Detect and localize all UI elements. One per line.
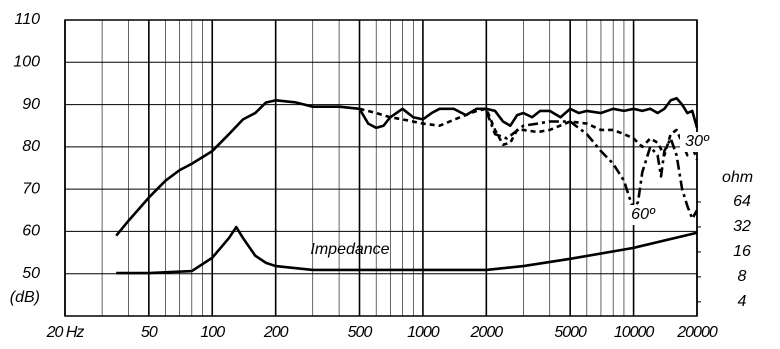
x-tick-label: 10000 bbox=[614, 324, 655, 341]
y-tick-label: 90 bbox=[22, 96, 40, 113]
x-tick-label: 500 bbox=[348, 324, 373, 341]
y-tick-label: 50 bbox=[22, 265, 40, 282]
x-tick-label: 20 Hz bbox=[46, 324, 85, 341]
series-line bbox=[116, 225, 698, 275]
y2-tick-label: 4 bbox=[738, 293, 747, 310]
x-tick-label: 2000 bbox=[470, 324, 504, 341]
y-tick-label: 110 bbox=[14, 11, 40, 28]
x-tick-label: 50 bbox=[141, 324, 158, 341]
y-tick-label: 100 bbox=[13, 54, 40, 71]
x-tick-label: 1000 bbox=[407, 324, 440, 341]
x-tick-label: 200 bbox=[263, 324, 289, 341]
x-tick-label: 5000 bbox=[554, 324, 587, 341]
y-axis-label: (dB) bbox=[10, 289, 40, 306]
y2-tick-label: 16 bbox=[733, 243, 751, 260]
annotation-background bbox=[626, 205, 660, 225]
y-tick-label: 70 bbox=[22, 180, 40, 197]
x-tick-label: 20000 bbox=[676, 324, 718, 341]
y2-tick-label: 8 bbox=[738, 268, 747, 285]
y-tick-label: 60 bbox=[22, 223, 40, 240]
annotation: Impedance bbox=[310, 241, 389, 258]
y2-axis-label: ohm bbox=[722, 169, 753, 186]
y2-tick-label: 64 bbox=[733, 193, 751, 210]
series-line bbox=[485, 110, 699, 221]
annotation: 60º bbox=[631, 206, 656, 223]
annotation: 30º bbox=[685, 133, 710, 150]
annotation-background bbox=[680, 132, 714, 152]
x-tick-label: 100 bbox=[200, 324, 225, 341]
series-line bbox=[115, 96, 699, 237]
y-tick-label: 80 bbox=[22, 138, 40, 155]
y2-tick-label: 32 bbox=[733, 218, 751, 235]
series-line bbox=[359, 107, 699, 160]
